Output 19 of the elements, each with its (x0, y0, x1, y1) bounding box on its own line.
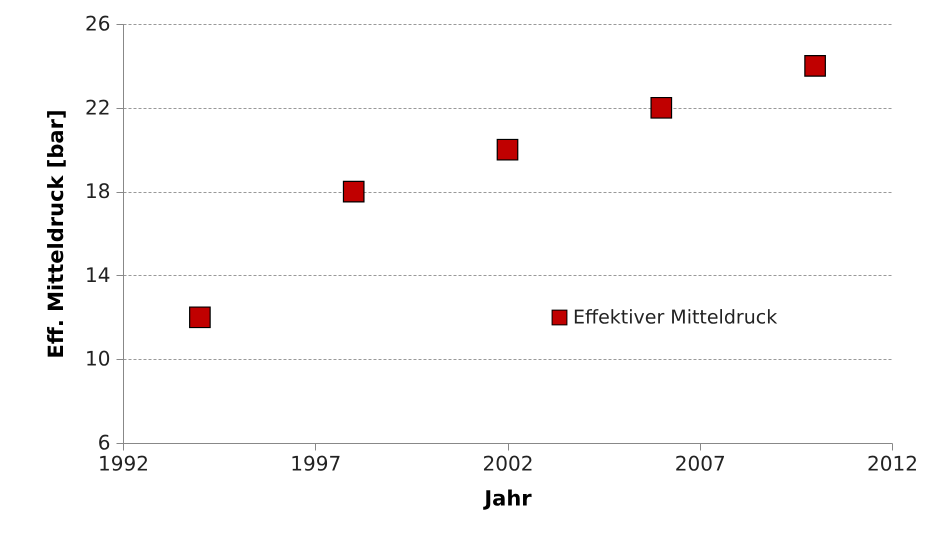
x-tick-label: 2012 (867, 452, 918, 476)
y-tick-label: 14 (85, 262, 110, 287)
y-tick-label: 22 (85, 95, 110, 120)
y-tick-label: 10 (85, 346, 110, 371)
point (496, 138, 518, 161)
y-tick-label: 26 (85, 12, 110, 36)
y-tick-label: 6 (98, 430, 110, 454)
point (189, 306, 211, 328)
y-axis-title: Eff. Mitteldruck [bar] (44, 109, 68, 359)
x-tick-label: 1997 (290, 452, 342, 476)
y-tick-label: 18 (85, 179, 110, 204)
legend-label: Effektiver Mitteldruck (573, 306, 778, 328)
point (342, 180, 365, 202)
x-tick-label: 2007 (674, 452, 726, 476)
x-tick-label: 1992 (98, 452, 149, 476)
x-tick-label: 2002 (482, 452, 534, 476)
point (804, 55, 826, 77)
x-axis-title: Jahr (482, 486, 532, 510)
point (650, 96, 672, 119)
